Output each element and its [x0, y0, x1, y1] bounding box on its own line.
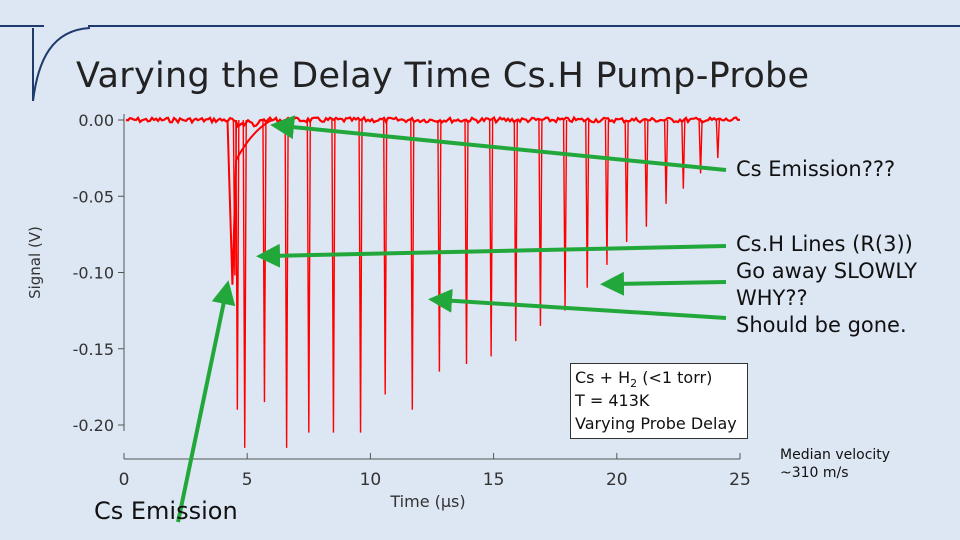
y-axis-label: Signal (V) — [26, 226, 44, 299]
annotation-line: Should be gone. — [736, 313, 907, 337]
x-tick-label: 5 — [242, 470, 253, 490]
y-tick-label: -0.20 — [73, 416, 114, 435]
annotation-cs-emission-question: Cs Emission??? — [736, 157, 896, 181]
conditions-line-2: T = 413K — [575, 391, 650, 410]
spike — [624, 119, 629, 243]
spike — [464, 119, 469, 365]
y-tick-label: -0.05 — [73, 187, 114, 206]
deco-curve — [32, 27, 91, 102]
spike — [331, 119, 336, 433]
arrow-emission-question — [270, 115, 727, 172]
spike — [358, 119, 363, 433]
conditions-box: Cs + H2 (<1 torr) T = 413K Varying Probe… — [570, 363, 748, 439]
y-tick-label: -0.10 — [73, 264, 114, 283]
x-tick-label: 15 — [483, 470, 505, 490]
spike — [715, 119, 721, 159]
spike — [284, 119, 289, 448]
annotation-median-velocity: Median velocity ~310 m/s — [780, 446, 890, 482]
spike — [410, 119, 415, 410]
spike — [644, 119, 649, 227]
spike — [698, 119, 703, 174]
x-axis-label: Time (μs) — [389, 492, 465, 511]
spike — [663, 119, 669, 204]
x-tick-label: 0 — [119, 470, 130, 490]
x-tick-label: 25 — [729, 470, 751, 490]
x-tick-label: 10 — [360, 470, 382, 490]
spike — [513, 119, 518, 342]
chart-axes: 0.00 -0.05 -0.10 -0.15 -0.20 0 5 10 15 20 25 Time (… — [26, 111, 751, 511]
arrow-lines-top — [256, 243, 727, 268]
spike — [488, 119, 494, 357]
annotation-csh-lines: Cs.H Lines (R(3)) Go away SLOWLY WHY?? S… — [736, 231, 917, 339]
spike — [681, 119, 686, 189]
annotation-line: Go away SLOWLY — [736, 259, 918, 283]
annotation-line: WHY?? — [736, 286, 808, 310]
spike — [382, 119, 388, 395]
conditions-line-1: Cs + H2 (<1 torr) — [575, 368, 713, 391]
velocity-line: Median velocity — [780, 447, 891, 463]
spike — [242, 119, 247, 448]
spike — [235, 119, 240, 410]
spike — [562, 119, 568, 311]
arrow-lines-mid — [600, 271, 727, 296]
annotation-arrows — [176, 115, 727, 523]
x-tick-label: 20 — [606, 470, 628, 490]
y-tick-label: 0.00 — [78, 111, 114, 130]
slide-title: Varying the Delay Time Cs.H Pump-Probe — [76, 56, 810, 96]
arrow-cs-emission — [176, 280, 236, 523]
spike — [306, 119, 311, 433]
spike — [437, 119, 442, 372]
spike — [585, 119, 590, 288]
velocity-line: ~310 m/s — [780, 465, 849, 481]
annotation-cs-emission: Cs Emission — [94, 497, 238, 525]
y-tick-label: -0.15 — [73, 340, 114, 359]
signal-trace — [125, 115, 741, 448]
conditions-line-3: Varying Probe Delay — [575, 414, 737, 433]
spike — [538, 119, 543, 326]
annotation-line: Cs.H Lines (R(3)) — [736, 232, 913, 256]
spike — [604, 119, 610, 265]
arrow-lines-low — [428, 288, 727, 320]
spike — [262, 119, 267, 403]
